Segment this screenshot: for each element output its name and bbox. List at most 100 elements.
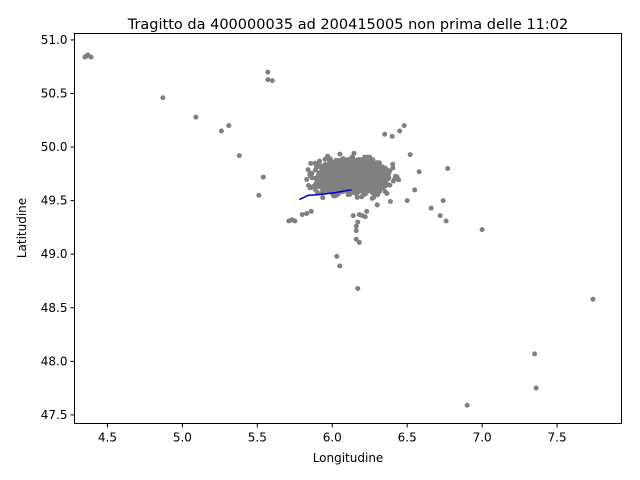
station-point bbox=[350, 170, 356, 176]
station-point bbox=[367, 175, 373, 181]
station-point bbox=[327, 173, 333, 179]
station-point bbox=[356, 180, 362, 186]
station-point bbox=[329, 179, 335, 185]
station-point bbox=[385, 169, 391, 175]
x-tick-label: 4.5 bbox=[98, 431, 117, 445]
station-point bbox=[373, 190, 379, 196]
station-point bbox=[307, 170, 313, 176]
station-point bbox=[265, 77, 271, 83]
station-point bbox=[353, 166, 358, 172]
y-tick-label: 50.0 bbox=[41, 140, 68, 154]
station-point bbox=[337, 263, 343, 269]
station-point bbox=[364, 208, 370, 214]
station-point bbox=[382, 131, 388, 137]
station-point bbox=[353, 228, 359, 234]
route-line bbox=[298, 189, 352, 201]
station-point bbox=[337, 179, 343, 185]
station-point bbox=[88, 54, 94, 60]
y-tick-label: 48.5 bbox=[41, 301, 68, 315]
station-point bbox=[334, 192, 340, 198]
station-point bbox=[265, 69, 271, 75]
station-point bbox=[404, 198, 410, 204]
station-point bbox=[348, 156, 354, 162]
station-point bbox=[337, 151, 343, 157]
station-point bbox=[218, 128, 224, 134]
x-tick-label: 6.5 bbox=[398, 431, 417, 445]
station-point bbox=[374, 202, 380, 208]
station-point bbox=[412, 187, 418, 193]
plot-frame bbox=[74, 33, 622, 424]
station-point bbox=[332, 184, 338, 190]
station-point bbox=[292, 218, 298, 224]
station-point bbox=[393, 173, 398, 179]
station-point bbox=[256, 192, 262, 198]
station-point bbox=[362, 214, 368, 220]
station-point bbox=[193, 114, 199, 120]
x-tick-label: 5.0 bbox=[173, 431, 192, 445]
station-point bbox=[314, 164, 319, 170]
station-point bbox=[260, 174, 266, 180]
station-point bbox=[369, 195, 375, 201]
y-axis-label: Latitudine bbox=[15, 198, 29, 258]
station-point bbox=[318, 165, 324, 171]
y-tick-label: 50.5 bbox=[41, 87, 68, 101]
y-tick-label: 49.5 bbox=[41, 194, 68, 208]
station-point bbox=[308, 160, 314, 166]
station-point bbox=[350, 213, 356, 219]
station-point bbox=[386, 182, 392, 188]
station-point bbox=[344, 176, 350, 182]
station-point bbox=[308, 208, 314, 214]
station-point bbox=[322, 161, 328, 167]
chart-title: Tragitto da 400000035 ad 200415005 non p… bbox=[127, 17, 569, 33]
station-point bbox=[322, 156, 328, 162]
station-point bbox=[314, 189, 320, 195]
station-point bbox=[350, 183, 355, 189]
station-point bbox=[335, 161, 341, 167]
station-point bbox=[378, 182, 384, 188]
station-point bbox=[160, 95, 166, 101]
station-point bbox=[387, 199, 393, 204]
station-point bbox=[299, 212, 305, 218]
station-point bbox=[341, 182, 346, 188]
station-points bbox=[82, 52, 596, 408]
station-point bbox=[375, 164, 381, 170]
station-point bbox=[374, 184, 380, 190]
station-point bbox=[390, 161, 396, 167]
x-tick-label: 7.5 bbox=[548, 431, 567, 445]
x-axis: 4.5 5.0 5.5 6.0 6.5 7.0 7.5 bbox=[98, 423, 567, 445]
station-point bbox=[328, 164, 333, 170]
station-point bbox=[443, 218, 449, 224]
station-point bbox=[533, 385, 539, 391]
station-point bbox=[321, 183, 327, 189]
station-point bbox=[334, 253, 340, 259]
station-point bbox=[397, 128, 403, 134]
station-point bbox=[304, 211, 310, 216]
station-point bbox=[379, 170, 385, 176]
station-point bbox=[355, 158, 361, 164]
x-tick-label: 5.5 bbox=[248, 431, 267, 445]
station-point bbox=[304, 177, 310, 182]
station-point bbox=[353, 223, 359, 229]
station-point bbox=[337, 175, 343, 181]
station-point bbox=[366, 157, 372, 162]
y-axis: 47.5 48.0 48.5 49.0 49.5 50.0 50.5 51.0 bbox=[41, 33, 75, 422]
x-axis-label: Longitudine bbox=[313, 451, 384, 465]
station-point bbox=[343, 164, 349, 170]
station-point bbox=[316, 174, 322, 179]
station-point bbox=[269, 78, 275, 84]
station-point bbox=[590, 296, 596, 302]
station-point bbox=[348, 174, 354, 180]
x-tick-label: 6.0 bbox=[323, 431, 342, 445]
station-point bbox=[385, 176, 391, 182]
station-point bbox=[390, 165, 396, 171]
station-point bbox=[428, 205, 434, 211]
station-point bbox=[353, 236, 359, 242]
station-point bbox=[389, 133, 395, 139]
station-point bbox=[365, 181, 371, 187]
station-point bbox=[317, 183, 323, 189]
station-point bbox=[337, 157, 343, 163]
station-point bbox=[226, 123, 232, 129]
station-point bbox=[331, 171, 337, 177]
station-point bbox=[479, 227, 485, 233]
station-point bbox=[321, 176, 327, 182]
